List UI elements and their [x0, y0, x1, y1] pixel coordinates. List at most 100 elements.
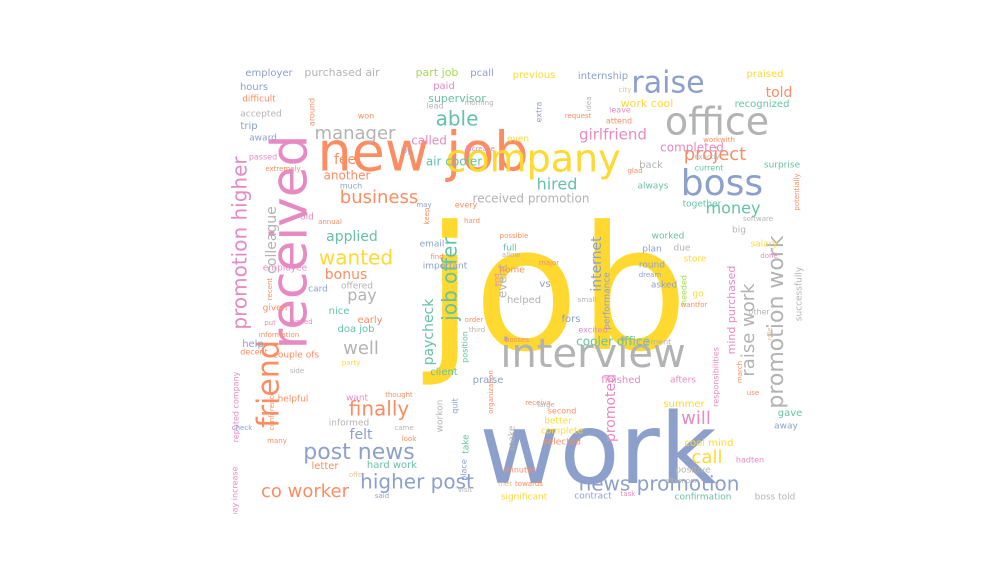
- cloud-word-party: party: [342, 359, 361, 367]
- cloud-word-take: take: [462, 434, 472, 454]
- cloud-word-internet: internet: [589, 236, 605, 292]
- cloud-word-work-cool: work cool: [621, 97, 674, 110]
- cloud-word-conference: conference: [268, 392, 276, 431]
- cloud-word-information: information: [259, 331, 299, 339]
- cloud-word-employer: employer: [245, 68, 293, 79]
- cloud-word-news-promotion: news promotion: [579, 472, 740, 496]
- cloud-word-potentially: potentially: [793, 173, 801, 210]
- cloud-word-vs: vs: [539, 279, 550, 290]
- cloud-word-able: able: [436, 107, 479, 131]
- cloud-word-selected: selected: [543, 438, 581, 448]
- cloud-word-given: given: [263, 304, 288, 314]
- cloud-word-interview: interview: [500, 331, 685, 377]
- cloud-word-put: put: [264, 319, 276, 327]
- cloud-word-recognized: recognized: [735, 99, 790, 110]
- cloud-word-promotion-work: promotion work: [764, 235, 789, 409]
- cloud-word-may: may: [416, 201, 431, 209]
- cloud-word-finally: finally: [349, 397, 410, 421]
- cloud-word-away: away: [774, 422, 798, 432]
- cloud-word-raise-work: raise work: [738, 283, 759, 377]
- cloud-word-attend: attend: [606, 117, 632, 126]
- cloud-word-previous: previous: [513, 70, 556, 81]
- cloud-word-co-worker: co worker: [261, 481, 350, 502]
- cloud-word-order: order: [465, 316, 484, 324]
- cloud-word-lead: lead: [426, 102, 443, 111]
- cloud-word-company: company: [445, 137, 620, 181]
- cloud-word-help: help: [242, 339, 264, 350]
- cloud-word-work: work: [479, 393, 716, 507]
- cloud-word-event: event: [496, 264, 510, 298]
- cloud-word-around: around: [308, 98, 317, 126]
- cloud-word-early: early: [357, 315, 382, 326]
- cloud-word-pcall: pcall: [470, 68, 494, 79]
- cloud-word-find: find: [430, 253, 443, 261]
- cloud-word-internship: internship: [578, 71, 628, 82]
- cloud-word-fors: fors: [562, 314, 581, 325]
- cloud-word-post-news: post news: [303, 440, 414, 465]
- cloud-word-always: always: [638, 182, 669, 192]
- cloud-word-business: business: [340, 187, 418, 208]
- cloud-word-afternoon: afternoon: [665, 477, 699, 485]
- cloud-word-project: project: [684, 144, 746, 165]
- cloud-word-asked: asked: [651, 281, 677, 291]
- cloud-word-look: look: [402, 435, 418, 443]
- cloud-word-employee: employee: [263, 264, 308, 274]
- cloud-word-summer: summer: [663, 399, 705, 410]
- cloud-word-call: call: [692, 447, 723, 468]
- cloud-word-reputed-company: reputed company: [232, 371, 241, 442]
- cloud-word-annual: annual: [318, 218, 342, 226]
- cloud-word-promoted: promoted: [603, 374, 619, 442]
- cloud-word-complete: complete: [541, 427, 584, 437]
- cloud-word-organization: organization: [487, 370, 495, 414]
- cloud-word-contract: contract: [574, 492, 612, 502]
- cloud-word-hard-work: hard work: [367, 460, 417, 471]
- cloud-word-old: old: [300, 213, 314, 223]
- cloud-word-won: won: [358, 112, 375, 121]
- cloud-word-difficult: difficult: [242, 95, 276, 105]
- cloud-word-decent: decent: [240, 348, 268, 357]
- cloud-word-side: side: [290, 367, 304, 375]
- cloud-word-higher-post: higher post: [360, 470, 474, 494]
- cloud-word-purchased-air: purchased air: [304, 66, 380, 79]
- cloud-word-significant: significant: [501, 493, 548, 503]
- cloud-word-received-promotion: received promotion: [473, 192, 590, 206]
- cloud-word-plan: plan: [642, 245, 661, 255]
- cloud-word-task: task: [621, 490, 637, 498]
- cloud-word-wanted: wanted: [319, 246, 393, 270]
- cloud-word-possible: possible: [500, 232, 529, 240]
- cloud-word-trip: trip: [240, 121, 257, 132]
- cloud-word-towards: towards: [515, 480, 543, 488]
- cloud-word-much: much: [340, 182, 362, 191]
- cloud-word-small: small: [578, 296, 597, 304]
- cloud-word-place: place: [460, 459, 469, 481]
- cloud-word-check: check: [232, 424, 253, 432]
- cloud-word-position: position: [461, 331, 470, 363]
- cloud-word-thought: thought: [385, 391, 413, 399]
- cloud-word-feel: feel: [334, 152, 360, 168]
- cloud-word-doa-job: doa job: [337, 324, 374, 335]
- cloud-word-major: major: [539, 259, 559, 267]
- cloud-word-job: job: [422, 189, 688, 390]
- cloud-word-accepted: accepted: [240, 110, 281, 120]
- cloud-word-office: office: [665, 100, 769, 144]
- cloud-word-pay-increase: pay increase: [231, 466, 240, 514]
- cloud-word-go: go: [692, 290, 704, 300]
- cloud-word-hard: hard: [464, 217, 480, 225]
- cloud-word-cooler-office: cooler office: [576, 335, 650, 349]
- cloud-word-request: request: [565, 112, 592, 120]
- cloud-word-current: current: [695, 164, 724, 173]
- cloud-word-successfully: successfully: [795, 266, 805, 321]
- cloud-word-morning: morning: [464, 99, 493, 107]
- cloud-word-email: email: [420, 240, 445, 250]
- cloud-word-excited: excited: [578, 326, 607, 335]
- cloud-word-quit: quit: [451, 398, 460, 414]
- cloud-word-client: client: [430, 367, 458, 378]
- cloud-word-another: another: [324, 169, 371, 183]
- cloud-word-role: role: [766, 327, 774, 340]
- cloud-word-pay: pay: [347, 286, 376, 305]
- cloud-word-visit: visit: [458, 486, 473, 494]
- cloud-word-want: want: [346, 394, 369, 404]
- cloud-word-wantfor: wantfor: [681, 301, 708, 309]
- cloud-word-worked: worked: [652, 232, 685, 242]
